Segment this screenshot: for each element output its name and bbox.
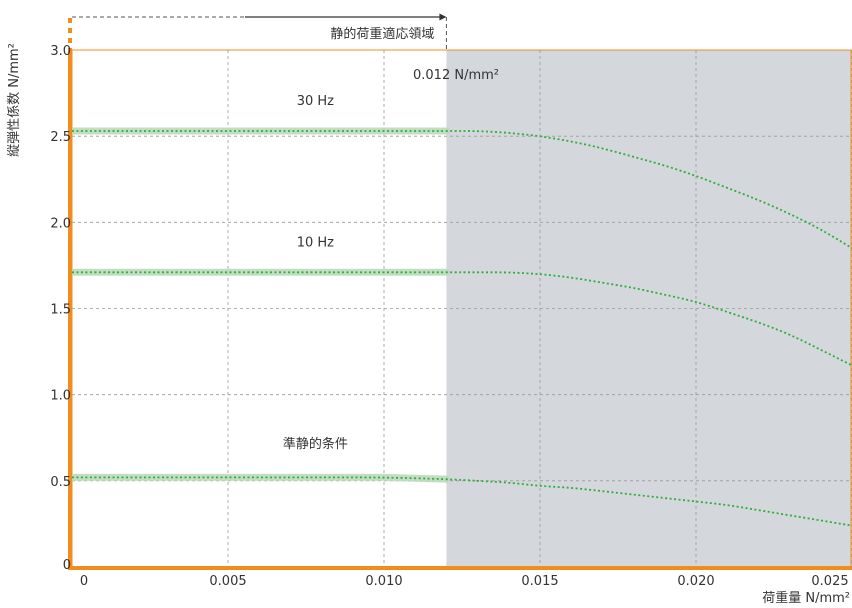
series-bands — [68, 127, 450, 483]
series-lines — [71, 130, 852, 527]
series-label-2: 準静的条件 — [283, 436, 348, 452]
static-range-arrowhead — [439, 13, 447, 21]
static-range-label: 静的荷重適応領域 — [330, 26, 434, 42]
y-tick-label: 1.0 — [50, 389, 71, 404]
x-tick-label: 0.015 — [521, 574, 558, 589]
y-tick-label: 2.0 — [50, 216, 71, 231]
grid-lines — [72, 50, 852, 567]
x-tick-label: 0.005 — [209, 574, 246, 589]
x-tick-labels: 0 0.005 0.010 0.015 0.020 0.025 — [80, 574, 849, 589]
series-band-2 — [68, 473, 450, 483]
series-label-1: 10 Hz — [297, 235, 334, 250]
y-tick-label: 3.0 — [50, 44, 71, 59]
x-tick-label: 0 — [80, 574, 88, 589]
y-tick-label: 1.5 — [50, 303, 71, 318]
series-line-1 — [72, 271, 852, 367]
series-line-2 — [71, 476, 852, 527]
x-tick-label: 0.025 — [811, 574, 848, 589]
y-tick-labels: 0 0.5 1.0 1.5 2.0 2.5 3.0 — [50, 44, 71, 573]
y-tick-label: 0.5 — [50, 475, 71, 490]
x-tick-label: 0.010 — [365, 574, 402, 589]
y-tick-label: 2.5 — [50, 130, 71, 145]
series-line-0 — [72, 130, 852, 249]
y-axis-title: 縦弾性係数 N/mm² — [7, 43, 22, 157]
series-label-0: 30 Hz — [297, 94, 334, 109]
series-labels: 30 Hz 10 Hz 準静的条件 — [283, 94, 348, 452]
x-tick-label: 0.020 — [677, 574, 714, 589]
y-tick-label: 0 — [63, 558, 71, 573]
static-range-indicator: 静的荷重適応領域 — [72, 13, 447, 50]
x-axis-title: 荷重量 N/mm² — [762, 590, 850, 606]
shaded-region-label: 0.012 N/mm² — [413, 68, 499, 83]
